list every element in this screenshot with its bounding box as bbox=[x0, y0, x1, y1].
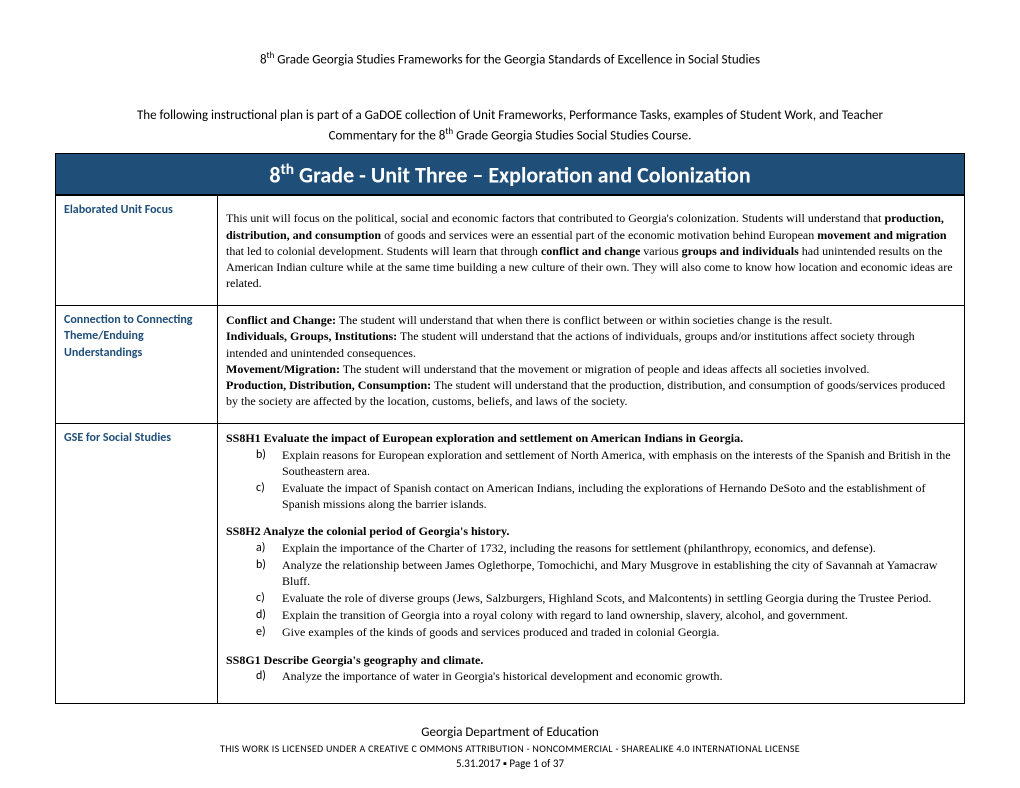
intro-line2: Commentary for the 8th Grade Georgia Stu… bbox=[55, 126, 965, 146]
gse-content: SS8H1 Evaluate the impact of European ex… bbox=[218, 424, 965, 704]
gse-label: GSE for Social Studies bbox=[56, 424, 218, 704]
intro-text: The following instructional plan is part… bbox=[55, 107, 965, 145]
standard-item: d)Analyze the importance of water in Geo… bbox=[256, 668, 956, 684]
footer-page: 5.31.2017 ▪ Page 1 of 37 bbox=[0, 757, 1020, 770]
connecting-item: Individuals, Groups, Institutions: The s… bbox=[226, 328, 956, 360]
row-connecting: Connection to Connecting Theme/Enduing U… bbox=[56, 306, 965, 424]
standard-items: a)Explain the importance of the Charter … bbox=[226, 540, 956, 641]
framework-table: Elaborated Unit Focus This unit will foc… bbox=[55, 195, 965, 704]
standard-item: c)Evaluate the role of diverse groups (J… bbox=[256, 590, 956, 606]
header-after: Grade Georgia Studies Frameworks for the… bbox=[274, 52, 760, 67]
standard-items: d)Analyze the importance of water in Geo… bbox=[226, 668, 956, 684]
document-page: 8th Grade Georgia Studies Frameworks for… bbox=[0, 0, 1020, 788]
header-before: 8 bbox=[260, 52, 267, 67]
connecting-item: Conflict and Change: The student will un… bbox=[226, 312, 956, 328]
connecting-content: Conflict and Change: The student will un… bbox=[218, 306, 965, 424]
row-gse: GSE for Social Studies SS8H1 Evaluate th… bbox=[56, 424, 965, 704]
footer-dept: Georgia Department of Education bbox=[0, 725, 1020, 740]
connecting-item: Movement/Migration: The student will und… bbox=[226, 361, 956, 377]
page-footer: Georgia Department of Education THIS WOR… bbox=[0, 725, 1020, 770]
standard-items: b)Explain reasons for European explorati… bbox=[226, 447, 956, 513]
unit-title-bar: 8th Grade - Unit Three – Exploration and… bbox=[55, 153, 965, 195]
standard-item: e)Give examples of the kinds of goods an… bbox=[256, 624, 956, 640]
standard-item: b)Analyze the relationship between James… bbox=[256, 557, 956, 589]
standard-heading: SS8H1 Evaluate the impact of European ex… bbox=[226, 430, 956, 446]
focus-content: This unit will focus on the political, s… bbox=[218, 196, 965, 306]
standard-item: a)Explain the importance of the Charter … bbox=[256, 540, 956, 556]
standard-item: d)Explain the transition of Georgia into… bbox=[256, 607, 956, 623]
standard-heading: SS8G1 Describe Georgia's geography and c… bbox=[226, 652, 956, 668]
connecting-item: Production, Distribution, Consumption: T… bbox=[226, 377, 956, 409]
standard-item: b)Explain reasons for European explorati… bbox=[256, 447, 956, 479]
footer-license: THIS WORK IS LICENSED UNDER A CREATIVE C… bbox=[0, 742, 1020, 755]
page-header: 8th Grade Georgia Studies Frameworks for… bbox=[55, 50, 965, 67]
standard-heading: SS8H2 Analyze the colonial period of Geo… bbox=[226, 523, 956, 539]
connecting-label: Connection to Connecting Theme/Enduing U… bbox=[56, 306, 218, 424]
intro-line1: The following instructional plan is part… bbox=[55, 107, 965, 125]
row-focus: Elaborated Unit Focus This unit will foc… bbox=[56, 196, 965, 306]
standard-item: c)Evaluate the impact of Spanish contact… bbox=[256, 480, 956, 512]
focus-label: Elaborated Unit Focus bbox=[56, 196, 218, 306]
